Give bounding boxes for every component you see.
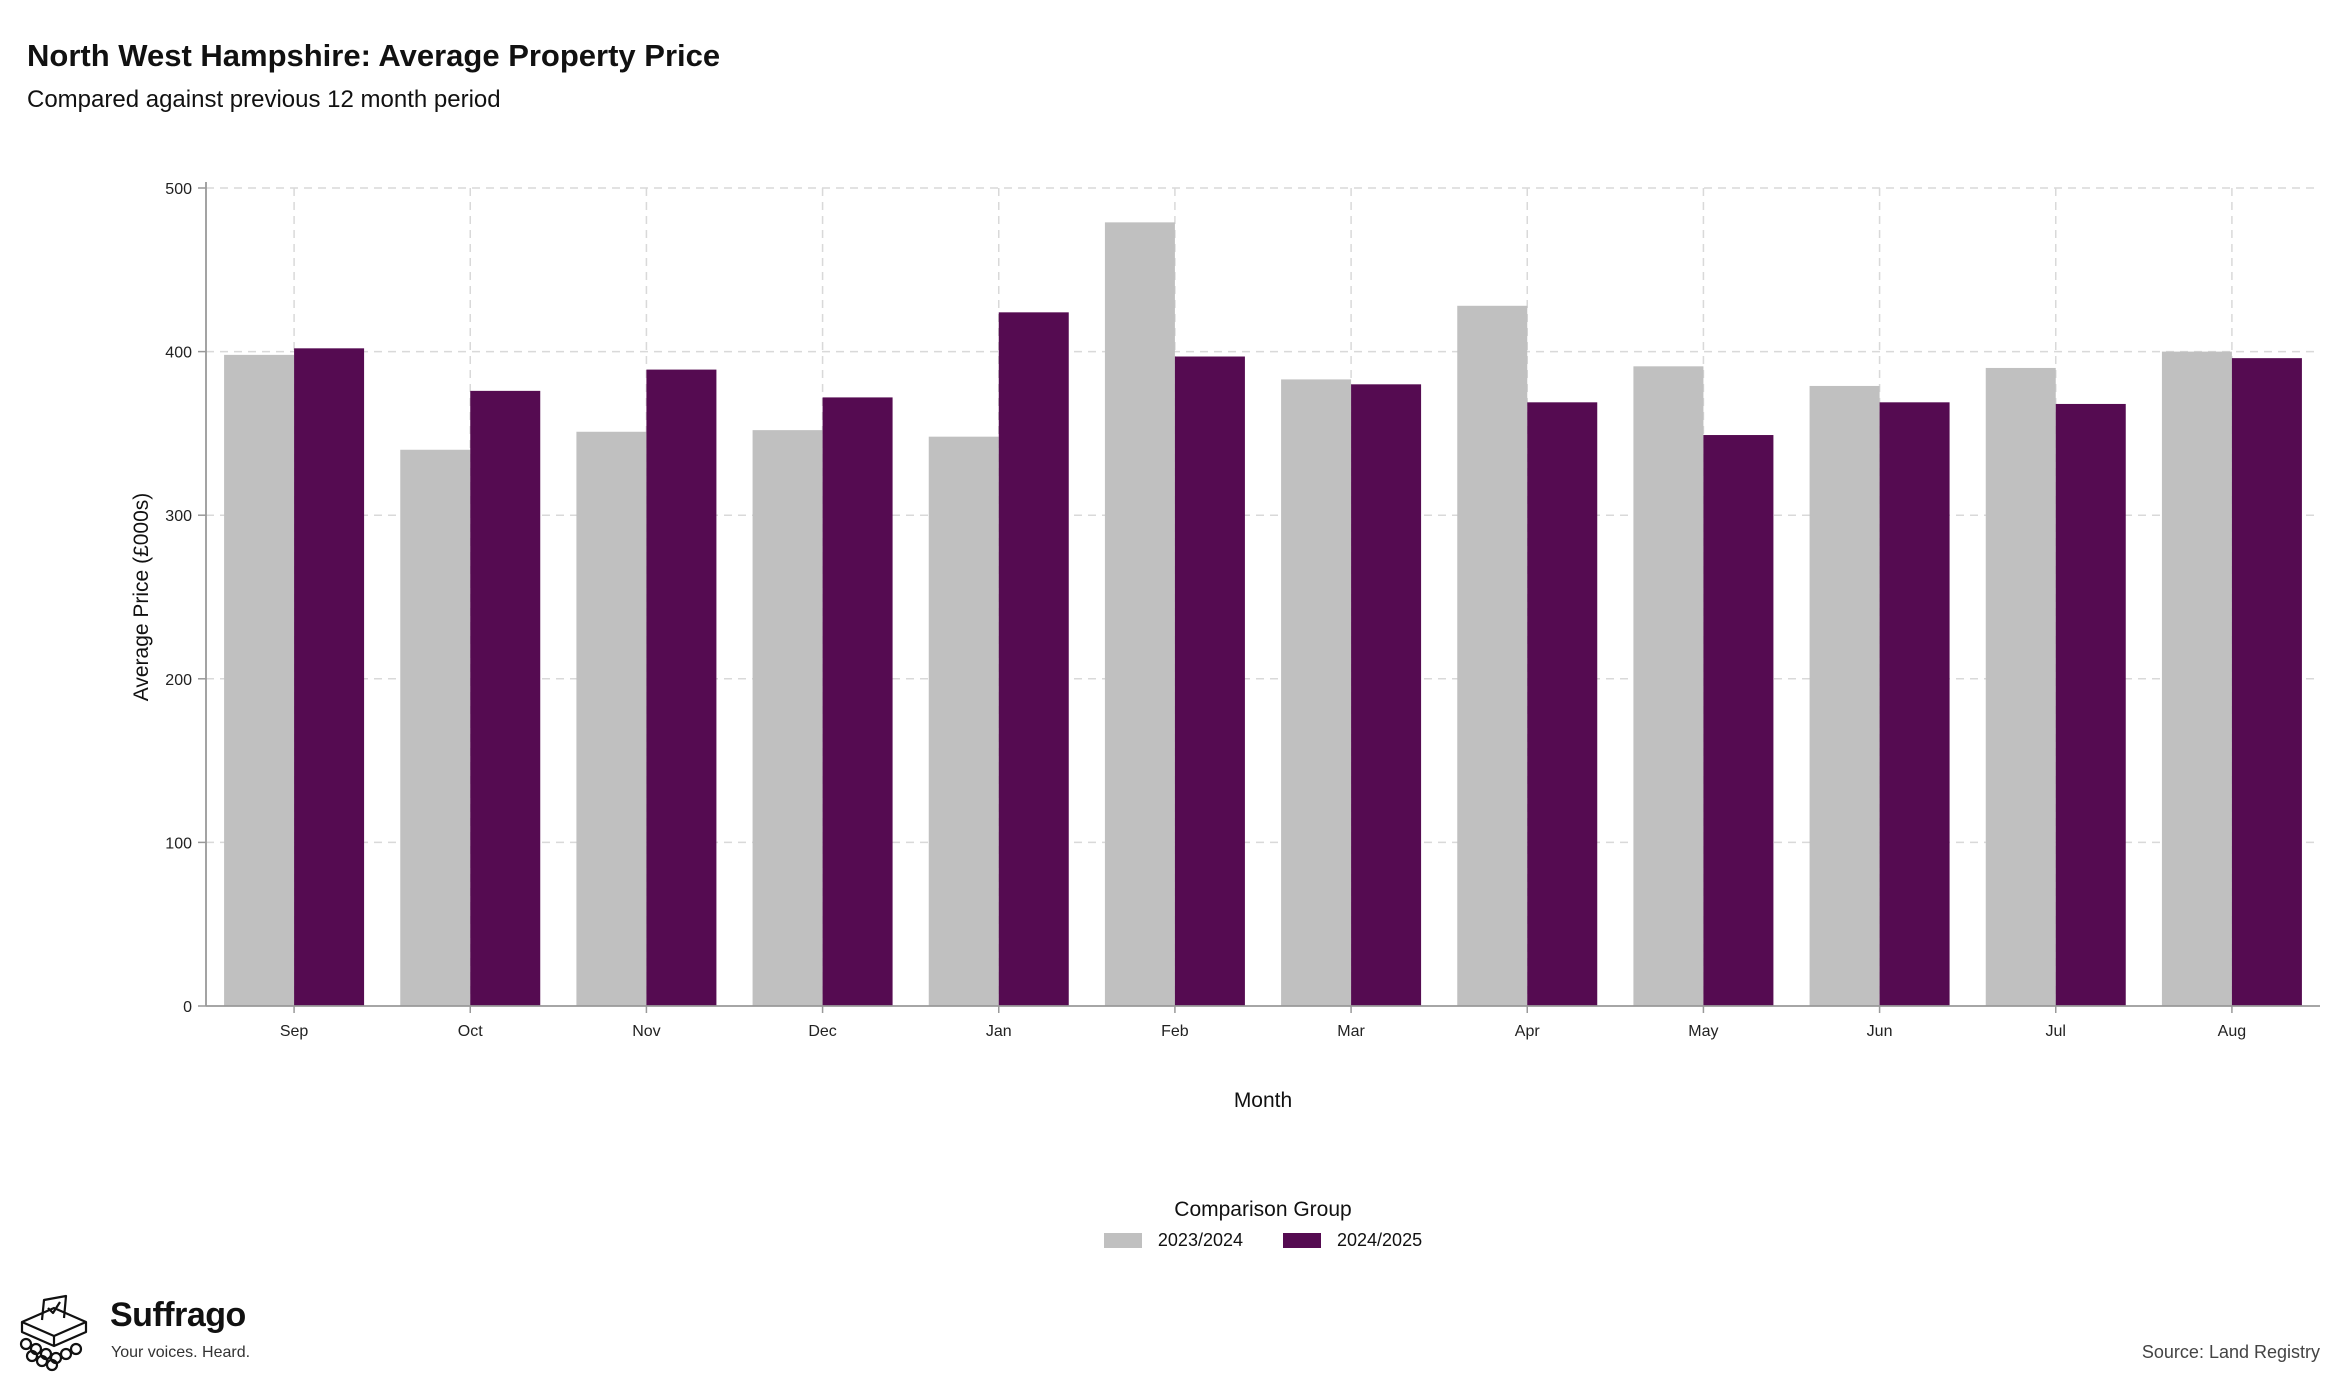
bar-2023-2024-aug	[2161, 351, 2232, 1007]
chart-subtitle: Compared against previous 12 month perio…	[27, 86, 501, 113]
bar-2024-2025-sep	[294, 348, 365, 1006]
brand-name: Suffrago	[110, 1296, 246, 1334]
y-tick-label: 400	[165, 345, 192, 362]
bar-2024-2025-mar	[1351, 384, 1422, 1006]
legend-label-2023-2024: 2023/2024	[1157, 1230, 1243, 1250]
bar-2024-2025-dec	[822, 397, 893, 1007]
bar-chart: 0 100 200 300 400 500 Sep Oct Nov Dec Jan Feb Mar Apr…	[130, 181, 2320, 1112]
x-tick-label: Sep	[280, 1023, 309, 1040]
legend-swatch-2024-2025	[1283, 1233, 1321, 1248]
bar-2024-2025-aug	[2231, 358, 2302, 1006]
bar-2024-2025-jun	[1879, 402, 1950, 1006]
bar-2023-2024-oct	[400, 449, 471, 1006]
y-tick-label: 300	[165, 508, 192, 525]
legend-title: Comparison Group	[1174, 1198, 1352, 1221]
legend-swatch-2023-2024	[1103, 1233, 1142, 1248]
bar-2024-2025-jan	[998, 312, 1069, 1006]
legend-item-2024-2025: 2024/2025	[1283, 1230, 1422, 1251]
axes: 0 100 200 300 400 500 Sep Oct Nov Dec Jan Feb Mar Apr…	[165, 181, 2320, 1040]
bar-2024-2025-jul	[2055, 403, 2126, 1006]
legend-items: 2023/2024 2024/2025	[1103, 1230, 1422, 1251]
x-tick-label: Oct	[458, 1023, 483, 1040]
bar-2023-2024-jun	[1809, 385, 1880, 1006]
bars	[224, 222, 2302, 1007]
y-tick-label: 0	[183, 999, 192, 1016]
legend-label-2024-2025: 2024/2025	[1337, 1230, 1423, 1250]
y-tick-label: 500	[165, 181, 192, 198]
bar-2024-2025-feb	[1174, 356, 1245, 1006]
brand-tagline: Your voices. Heard.	[111, 1344, 251, 1361]
x-tick-label: Apr	[1515, 1023, 1541, 1040]
bar-2024-2025-apr	[1527, 402, 1598, 1006]
legend-item-2023-2024: 2023/2024	[1103, 1230, 1243, 1251]
bar-2023-2024-dec	[752, 430, 823, 1006]
bar-2023-2024-nov	[576, 431, 647, 1006]
bar-2023-2024-feb	[1104, 222, 1175, 1006]
bar-2024-2025-may	[1703, 435, 1774, 1006]
x-tick-label: Aug	[2218, 1023, 2246, 1040]
x-tick-label: May	[1688, 1023, 1718, 1040]
y-tick-label: 100	[165, 835, 192, 852]
x-tick-label: Jun	[1867, 1023, 1893, 1040]
bar-2024-2025-nov	[646, 369, 717, 1006]
x-tick-label: Mar	[1337, 1023, 1365, 1040]
x-axis-title: Month	[1234, 1089, 1292, 1112]
bar-2024-2025-oct	[470, 390, 541, 1006]
bar-2023-2024-apr	[1457, 305, 1528, 1006]
x-tick-label: Jul	[2046, 1023, 2066, 1040]
bar-2023-2024-sep	[224, 354, 295, 1006]
chart-title: North West Hampshire: Average Property P…	[27, 38, 721, 73]
bar-2023-2024-may	[1633, 366, 1704, 1007]
x-tick-label: Dec	[808, 1023, 836, 1040]
x-tick-label: Nov	[632, 1023, 660, 1040]
x-tick-label: Jan	[986, 1023, 1012, 1040]
legend: Comparison Group 2023/2024 2024/2025	[0, 1198, 2334, 1253]
bar-2023-2024-mar	[1281, 379, 1352, 1006]
y-tick-label: 200	[165, 672, 192, 689]
bar-2023-2024-jan	[928, 436, 999, 1006]
ballot-box-icon	[19, 1294, 88, 1372]
source-note: Source: Land Registry	[2141, 1342, 2320, 1362]
y-axis-title: Average Price (£000s)	[130, 493, 153, 702]
bar-2023-2024-jul	[1985, 367, 2056, 1007]
x-tick-label: Feb	[1161, 1023, 1189, 1040]
